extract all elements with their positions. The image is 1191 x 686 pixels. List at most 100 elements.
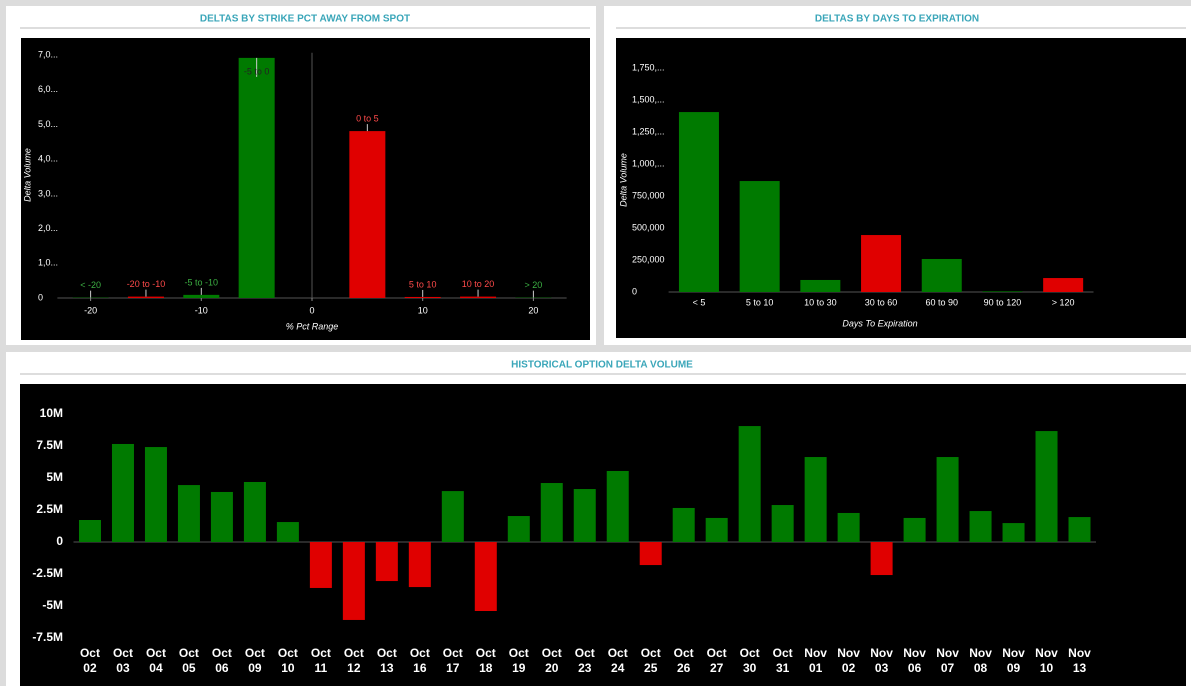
x-tick-label: 10	[418, 305, 428, 315]
bar	[474, 542, 497, 611]
y-tick-label: 3,0...	[38, 188, 58, 198]
y-tick-label: 6,0...	[38, 84, 58, 94]
x-tick-label: Oct 20	[541, 646, 562, 676]
x-tick-label: Oct 18	[475, 646, 496, 676]
x-tick-label: Oct 27	[706, 646, 727, 676]
x-tick-label: Nov 09	[1002, 646, 1025, 676]
y-tick-label: 1,500,...	[632, 94, 665, 104]
x-tick-label: Oct 02	[79, 646, 100, 676]
x-tick-label: Nov 06	[903, 646, 926, 676]
x-tick-label: Nov 01	[804, 646, 827, 676]
y-tick-label: -7.5M	[32, 630, 63, 644]
bar	[111, 443, 134, 543]
bar	[921, 258, 962, 292]
x-tick-label: 20	[528, 305, 538, 315]
y-tick-label: 7.5M	[36, 438, 63, 452]
y-tick-label: 2,0...	[38, 223, 58, 233]
x-axis-label: Days To Expiration	[842, 318, 917, 328]
bar	[739, 181, 780, 292]
bar	[408, 542, 431, 588]
x-tick-label: Nov 02	[837, 646, 860, 676]
x-tick-label: Oct 19	[508, 646, 529, 676]
bar	[870, 542, 893, 576]
x-tick-label: 0	[309, 305, 314, 315]
data-label: -20 to -10	[127, 279, 166, 289]
data-label: < -20	[80, 280, 101, 290]
y-tick-label: 0	[38, 292, 43, 302]
bar	[540, 483, 563, 543]
x-tick-label: Oct 23	[574, 646, 595, 676]
data-label: 0 to 5	[356, 113, 379, 123]
x-tick-label: Nov 07	[936, 646, 959, 676]
bar	[982, 291, 1023, 292]
bar	[969, 511, 992, 543]
bar	[238, 57, 275, 298]
x-tick-label: Oct 31	[772, 646, 793, 676]
x-tick-label: Oct 04	[145, 646, 166, 676]
bar	[804, 457, 827, 543]
chart-title: DELTAS BY STRIKE PCT AWAY FROM SPOT	[200, 14, 410, 25]
x-tick-label: Oct 09	[244, 646, 265, 676]
bar	[1068, 517, 1091, 543]
bar	[210, 491, 233, 543]
bar	[177, 485, 200, 543]
bar	[639, 542, 662, 566]
plot-area	[21, 38, 590, 340]
bar	[349, 131, 386, 298]
y-tick-label: 750,000	[632, 190, 665, 200]
bar	[144, 447, 167, 543]
bar	[678, 112, 719, 292]
x-tick-label: Oct 05	[178, 646, 199, 676]
bar	[1043, 278, 1084, 292]
x-tick-label: Oct 17	[442, 646, 463, 676]
chart-title: HISTORICAL OPTION DELTA VOLUME	[511, 360, 693, 371]
data-label: -5 to 0	[244, 66, 270, 76]
bar	[342, 542, 365, 620]
x-tick-label: 90 to 120	[984, 297, 1022, 307]
x-tick-label: Oct 12	[343, 646, 364, 676]
data-label: 10 to 20	[462, 279, 495, 289]
data-label: 5 to 10	[409, 279, 437, 289]
y-axis-label: Delta Volume	[618, 153, 628, 207]
x-tick-label: Oct 26	[673, 646, 694, 676]
data-label: -5 to -10	[185, 277, 219, 287]
bar	[441, 491, 464, 543]
bar	[705, 517, 728, 543]
x-tick-label: Nov 10	[1035, 646, 1058, 676]
bar	[800, 279, 841, 292]
y-tick-label: -5M	[42, 598, 63, 612]
bar	[78, 520, 101, 543]
bar	[507, 516, 530, 543]
y-tick-label: 7,0...	[38, 49, 58, 59]
x-tick-label: Nov 08	[969, 646, 992, 676]
y-tick-label: 1,250,...	[632, 126, 665, 136]
x-tick-label: Oct 24	[607, 646, 628, 676]
bar	[276, 522, 299, 543]
bar	[837, 512, 860, 543]
x-tick-label: Oct 13	[376, 646, 397, 676]
y-tick-label: 10M	[40, 406, 63, 420]
y-tick-label: 1,000,...	[632, 158, 665, 168]
x-tick-label: Oct 16	[409, 646, 430, 676]
x-tick-label: 5 to 10	[746, 297, 774, 307]
x-tick-label: > 120	[1052, 297, 1075, 307]
bar	[936, 457, 959, 543]
y-tick-label: 2.5M	[36, 502, 63, 516]
bar	[375, 542, 398, 582]
x-tick-label: < 5	[693, 297, 706, 307]
bar	[672, 507, 695, 543]
x-tick-label: 30 to 60	[865, 297, 898, 307]
x-tick-label: -20	[84, 305, 97, 315]
bar	[127, 296, 164, 298]
x-tick-label: Oct 30	[739, 646, 760, 676]
chart-title: DELTAS BY DAYS TO EXPIRATION	[815, 14, 979, 25]
x-tick-label: Oct 10	[277, 646, 298, 676]
bar	[183, 294, 220, 298]
x-tick-label: -10	[195, 305, 208, 315]
bar	[404, 296, 441, 298]
bar	[606, 470, 629, 543]
bar	[903, 517, 926, 543]
y-tick-label: 250,000	[632, 254, 665, 264]
x-tick-label: Nov 13	[1068, 646, 1091, 676]
